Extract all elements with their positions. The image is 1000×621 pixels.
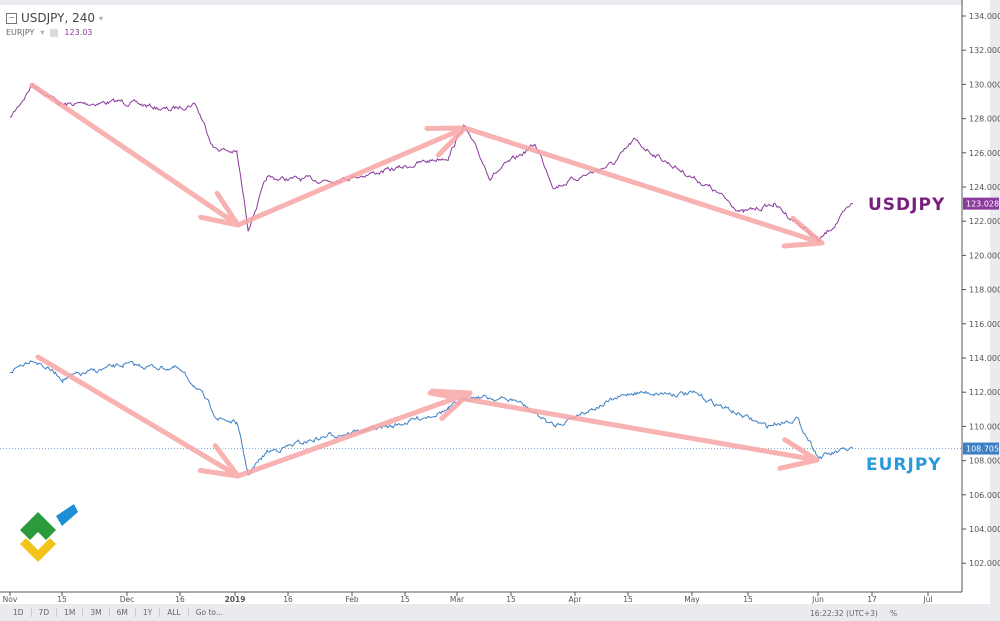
arrow-head <box>782 437 820 463</box>
y-tick-label: 126.000 <box>969 149 1000 158</box>
arrow-head <box>197 468 241 479</box>
range-all[interactable]: ALL <box>160 608 189 617</box>
x-tick-label: 15 <box>57 595 67 604</box>
range-6m[interactable]: 6M <box>110 608 136 617</box>
y-tick-label: 134.000 <box>969 12 1000 21</box>
x-tick-label: 15 <box>506 595 516 604</box>
x-tick-label: 17 <box>867 595 877 604</box>
arrow-head <box>777 457 820 471</box>
x-tick-label: 16 <box>175 595 185 604</box>
x-tick-label: 2019 <box>225 595 246 604</box>
symbol-title[interactable]: USDJPY, 240 <box>21 11 96 25</box>
x-tick-label: Dec <box>120 595 135 604</box>
range-7d[interactable]: 7D <box>32 608 58 617</box>
arrow-head <box>214 190 241 228</box>
eurjpy-price-label: 108.705 <box>966 445 999 454</box>
y-tick-label: 106.000 <box>969 491 1000 500</box>
arrow-head <box>435 125 468 158</box>
remove-icon[interactable] <box>50 28 59 37</box>
eurjpy-label: EURJPY <box>866 455 942 475</box>
y-tick-label: 128.000 <box>969 115 1000 124</box>
eurjpy-line <box>9 360 854 476</box>
y-tick-label: 108.000 <box>969 457 1000 466</box>
x-tick-label: Jul <box>922 595 932 604</box>
x-tick-label: Nov <box>3 595 18 604</box>
y-tick-label: 114.000 <box>969 354 1000 363</box>
top-bar <box>0 0 1000 5</box>
x-tick-label: 16 <box>283 595 293 604</box>
arrow-head <box>212 443 241 479</box>
y-tick-label: 122.000 <box>969 217 1000 226</box>
price-chart[interactable]: 134.000 132.000 130.000 128.000 126.000 124.0… <box>0 0 1000 604</box>
percent-toggle[interactable]: % <box>890 609 898 618</box>
usdjpy-price-label: 123.028 <box>966 200 999 209</box>
x-tick-label: 15 <box>623 595 633 604</box>
x-tick-label: 15 <box>743 595 753 604</box>
trend-arrows <box>29 82 825 479</box>
x-tick-label: Apr <box>569 595 583 604</box>
trend-arrow <box>427 390 820 463</box>
trend-arrow <box>35 354 241 479</box>
clock: 16:22:32 (UTC+3) <box>810 609 878 618</box>
usdjpy-line <box>9 83 854 243</box>
arrow-head <box>790 215 825 246</box>
collapse-icon[interactable]: − <box>6 12 17 24</box>
usdjpy-price-tag <box>963 197 999 210</box>
trend-arrow <box>235 390 473 479</box>
y-tick-label: 110.000 <box>969 422 1000 431</box>
x-tick-label: Feb <box>345 595 359 604</box>
y-tick-label: 112.000 <box>969 388 1000 397</box>
right-border <box>990 0 1000 604</box>
x-tick-label: 15 <box>400 595 410 604</box>
usdjpy-label: USDJPY <box>868 195 945 215</box>
x-tick-label: May <box>684 595 700 604</box>
y-tick-label: 118.000 <box>969 286 1000 295</box>
y-tick-label: 116.000 <box>969 320 1000 329</box>
range-3m[interactable]: 3M <box>83 608 110 617</box>
range-1m[interactable]: 1M <box>57 608 84 617</box>
y-tick-label: 104.000 <box>969 525 1000 534</box>
chart-legend: − USDJPY, 240 ▾ EURJPY ▾ 123.03 <box>6 11 103 37</box>
compare-value: 123.03 <box>64 28 93 37</box>
trend-arrow <box>462 125 825 246</box>
arrow-head <box>198 214 241 228</box>
arrow-head <box>429 388 473 396</box>
y-tick-label: 102.000 <box>969 559 1000 568</box>
y-tick-label: 124.000 <box>969 183 1000 192</box>
logo <box>20 504 78 562</box>
chevron-down-icon[interactable]: ▾ <box>99 13 104 23</box>
trend-arrow <box>235 125 468 228</box>
chevron-down-icon[interactable]: ▾ <box>40 28 45 37</box>
x-tick-label: Mar <box>450 595 465 604</box>
eurjpy-price-tag <box>963 442 999 455</box>
arrow-head <box>781 240 825 249</box>
y-tick-label: 130.000 <box>969 80 1000 89</box>
trend-arrow <box>29 82 241 228</box>
y-tick-label: 132.000 <box>969 46 1000 55</box>
range-1y[interactable]: 1Y <box>136 608 161 617</box>
compare-symbol[interactable]: EURJPY <box>6 28 35 37</box>
goto-button[interactable]: Go to... <box>195 608 224 617</box>
x-tick-label: Jun <box>811 595 824 604</box>
range-1d[interactable]: 1D <box>6 608 32 617</box>
bottom-toolbar: 1D 7D 1M 3M 6M 1Y ALL Go to... 16:22:32 … <box>0 604 1000 621</box>
y-tick-label: 120.000 <box>969 251 1000 260</box>
